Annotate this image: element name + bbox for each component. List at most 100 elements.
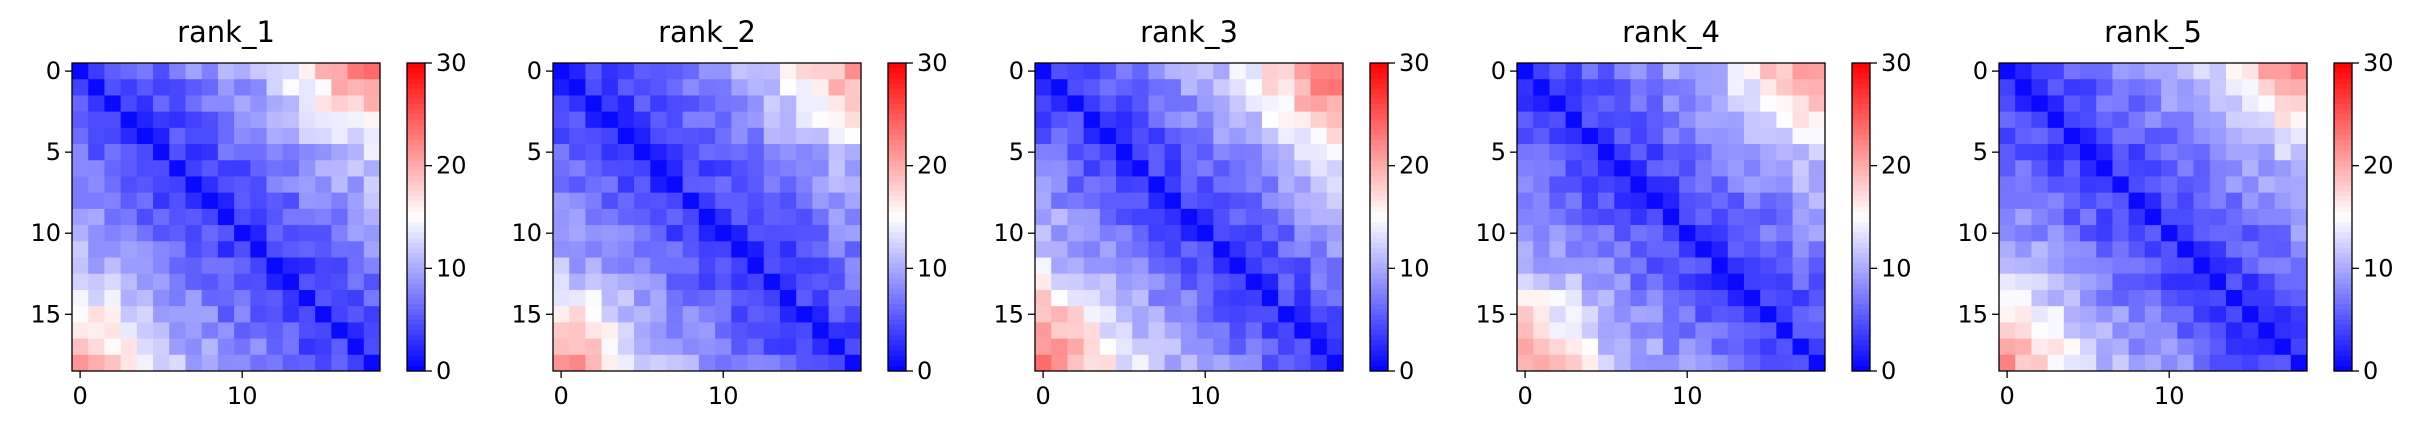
- heatmap-cell: [2225, 306, 2243, 323]
- heatmap-cell: [617, 241, 635, 259]
- heatmap-cell: [2080, 322, 2097, 340]
- heatmap-cell: [1310, 306, 1328, 323]
- heatmap-cell: [1743, 63, 1761, 80]
- heatmap-cell: [2193, 208, 2211, 226]
- colorbar-segment: [888, 258, 906, 264]
- heatmap-cell: [1099, 127, 1117, 145]
- heatmap-cell: [1245, 127, 1263, 145]
- heatmap-cell: [2209, 144, 2227, 161]
- heatmap-cell: [828, 144, 846, 161]
- heatmap-cell: [812, 354, 830, 372]
- colorbar-segment: [888, 175, 906, 182]
- heatmap-cell: [88, 208, 105, 226]
- colorbar-segment: [2334, 278, 2352, 285]
- heatmap-cell: [812, 95, 830, 113]
- heatmap-cell: [363, 63, 381, 80]
- heatmap-cell: [617, 79, 635, 96]
- heatmap-cell: [1245, 322, 1263, 340]
- heatmap-cell: [2193, 79, 2211, 96]
- heatmap-cell: [1294, 354, 1312, 372]
- heatmap-cell: [2242, 273, 2259, 291]
- heatmap-cell: [1630, 176, 1648, 194]
- heatmap-cell: [844, 144, 862, 161]
- heatmap-cell: [1662, 95, 1680, 113]
- heatmap-cell: [698, 241, 716, 259]
- heatmap-cell: [2015, 208, 2032, 226]
- heatmap-cell: [2112, 127, 2130, 145]
- heatmap-cell: [1148, 354, 1166, 372]
- heatmap-cell: [2031, 79, 2049, 96]
- heatmap-cell: [779, 111, 797, 129]
- heatmap-cell: [120, 273, 138, 291]
- heatmap-cell: [1261, 241, 1279, 259]
- heatmap-cell: [1614, 144, 1631, 161]
- colorbar-segment: [407, 258, 425, 264]
- heatmap-cell: [1294, 241, 1312, 259]
- heatmap-cell: [2177, 79, 2195, 96]
- panel-title: rank_3: [1140, 15, 1238, 49]
- heatmap-cell: [1614, 127, 1631, 145]
- heatmap-cell: [682, 176, 700, 194]
- heatmap-cell: [153, 257, 170, 275]
- heatmap-cell: [682, 338, 700, 356]
- heatmap-cell: [1679, 322, 1696, 340]
- heatmap-cell: [553, 160, 570, 177]
- heatmap-cell: [2225, 176, 2243, 194]
- heatmap-cell: [1630, 160, 1648, 177]
- heatmap-cell: [763, 241, 781, 259]
- heatmap-cell: [1067, 273, 1085, 291]
- heatmap-cell: [2225, 338, 2243, 356]
- heatmap-cell: [2096, 322, 2113, 340]
- heatmap-cell: [1549, 241, 1567, 259]
- heatmap-cell: [217, 95, 235, 113]
- heatmap-cell: [2161, 79, 2178, 96]
- heatmap-cell: [2274, 144, 2292, 161]
- colorbar-segment: [2334, 319, 2352, 326]
- plot-frame: [1998, 62, 2308, 372]
- heatmap-cell: [1261, 354, 1279, 372]
- heatmap-cell: [298, 306, 316, 323]
- heatmap-cell: [2161, 127, 2178, 145]
- colorbar-segment: [1852, 181, 1870, 187]
- heatmap-cell: [331, 241, 349, 259]
- heatmap-cell: [169, 144, 186, 161]
- heatmap-cell: [1646, 241, 1664, 259]
- heatmap-cell: [731, 176, 749, 194]
- colorbar-segment: [407, 278, 425, 285]
- heatmap-cell: [1326, 338, 1344, 356]
- heatmap-cell: [1067, 322, 1085, 340]
- heatmap-cell: [153, 338, 170, 356]
- heatmap-cell: [569, 176, 586, 194]
- heatmap-cell: [2015, 160, 2032, 177]
- heatmap-cell: [104, 160, 122, 177]
- heatmap-cell: [1035, 127, 1052, 145]
- heatmap-cell: [1326, 192, 1344, 210]
- heatmap-cell: [1132, 208, 1149, 226]
- heatmap-cell: [1197, 241, 1214, 259]
- heatmap-cell: [2193, 338, 2211, 356]
- heatmap-cell: [2063, 306, 2081, 323]
- heatmap-cell: [2047, 273, 2065, 291]
- heatmap-cell: [1581, 289, 1599, 307]
- colorbar-segment: [1370, 319, 1388, 326]
- heatmap-cell: [2128, 111, 2146, 129]
- colorbar-segment: [1852, 124, 1870, 131]
- heatmap-cell: [1310, 79, 1328, 96]
- colorbar-tick-label: 10: [1399, 254, 1430, 282]
- heatmap-cell: [1999, 289, 2016, 307]
- colorbar-segment: [407, 63, 425, 69]
- colorbar-segment: [407, 78, 425, 85]
- heatmap-cell: [666, 225, 684, 242]
- heatmap-cell: [779, 338, 797, 356]
- heatmap-cell: [1999, 63, 2016, 80]
- heatmap-cell: [363, 241, 381, 259]
- heatmap-cell: [1229, 225, 1247, 242]
- heatmap-cell: [682, 144, 700, 161]
- heatmap-cell: [1565, 95, 1583, 113]
- heatmap-cell: [763, 306, 781, 323]
- heatmap-cell: [250, 63, 268, 80]
- heatmap-cell: [828, 273, 846, 291]
- heatmap-cell: [2080, 144, 2097, 161]
- heatmap-cell: [201, 176, 219, 194]
